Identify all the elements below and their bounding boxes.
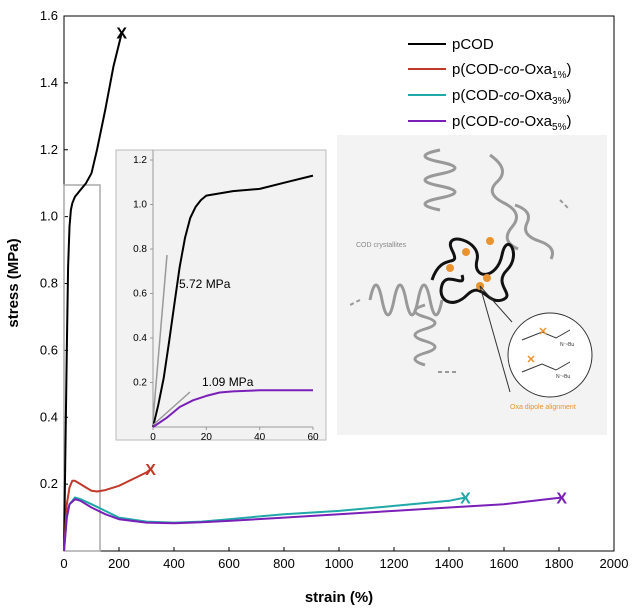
modulus-label-pcod: 5.72 MPa [179,277,231,291]
oxa-unit-dot [462,248,470,256]
crystallite-tail-left [347,299,361,307]
inset-x-tick-label: 0 [150,432,156,443]
inset-series-group [152,174,314,428]
y-tick-label: 0.6 [40,342,58,357]
x-tick-label: 0 [60,556,67,571]
y-tick-label: 1.2 [40,142,58,157]
zoom-region-box [63,184,101,552]
y-tick-label: 0.8 [40,276,58,291]
inset-chart: 0 20 40 60 0.2 0.4 0.6 0.8 1.0 1.2 5.72 MPa 1.09… [115,149,327,443]
x-tick-label: 1200 [380,556,409,571]
zoom-line-lower [479,285,511,393]
dipole-structure-upper [521,329,571,341]
x-axis-ticks: 0 200 400 600 800 1000 1200 1400 1600 1800 2000 [60,547,628,571]
legend: pCOD p(COD-co-Oxa1%) p(COD-co-Oxa3%) p(C… [408,36,571,133]
amorphous-chain [430,237,515,304]
series-line [63,32,123,552]
x-tick-label: 2000 [600,556,629,571]
legend-label-pcod: pCOD [452,36,494,53]
inset-y-tick-label: 1.0 [133,200,147,211]
inset-y-tick-label: 1.2 [133,155,147,166]
break-markers: X X X X [116,26,567,508]
crystallite-lamella-bottom [413,303,437,367]
inset-x-tick-label: 40 [254,432,266,443]
legend-label-oxa1: p(COD-co-Oxa1%) [452,61,571,81]
break-marker: X [116,26,127,43]
break-marker: X [556,491,567,508]
main-series-group [63,32,562,552]
modulus-tangent-pcod [152,254,168,421]
inset-x-tick-label: 60 [307,432,319,443]
inset-y-tick-label: 0.2 [133,378,147,389]
dipole-zoom-circle [507,312,593,398]
x-tick-label: 1400 [435,556,464,571]
crystallite-lamella-left [368,283,444,317]
series-line [63,468,152,552]
inset-series-line [152,389,313,428]
inset-y-tick-label: 0.8 [133,244,147,255]
y-axis-title: stress (MPa) [5,238,22,327]
dipole-marker-upper [539,327,547,335]
nbu-label-lower: N⁻ⁿBu [556,374,570,380]
inset-x-ticks: 0 20 40 60 [150,427,319,443]
series-line [63,496,466,552]
nbu-label-upper: N⁻ⁿBu [560,342,574,348]
crystallite-tail-right [559,199,571,211]
x-tick-label: 1800 [545,556,574,571]
y-tick-label: 0.4 [40,409,58,424]
x-tick-label: 600 [218,556,240,571]
x-tick-label: 1600 [490,556,519,571]
x-tick-label: 800 [273,556,295,571]
zoom-line-upper [479,285,513,323]
y-tick-label: 1.4 [40,75,58,90]
x-tick-label: 1000 [325,556,354,571]
inset-y-ticks: 0.2 0.4 0.6 0.8 1.0 1.2 [133,155,153,389]
x-tick-label: 400 [163,556,185,571]
inset-series-line [152,174,314,428]
oxa-unit-dot [483,274,491,282]
legend-label-oxa5: p(COD-co-Oxa5%) [452,113,571,133]
inset-y-tick-label: 0.6 [133,289,147,300]
legend-label-oxa3: p(COD-co-Oxa3%) [452,87,571,107]
break-marker: X [460,491,471,508]
series-line [63,496,562,552]
x-axis-title: strain (%) [305,589,373,606]
inset-x-tick-label: 20 [201,432,213,443]
break-marker: X [145,462,156,479]
crystallite-schematic: COD crystallites Oxa dipole alignment N⁻… [337,135,607,435]
y-tick-label: 1.0 [40,209,58,224]
x-tick-label: 200 [108,556,130,571]
inset-y-tick-label: 0.4 [133,333,147,344]
crystallite-lamella-top [423,148,457,212]
oxa-unit-dot [486,237,494,245]
crystallites-label: COD crystallites [356,242,407,249]
dipole-structure-lower [521,361,571,373]
dipole-alignment-label: Oxa dipole alignment [510,404,576,411]
crystallite-lamella-right [514,203,554,260]
dipole-marker-lower [527,355,535,363]
y-tick-label: 1.6 [40,8,58,23]
y-axis-ticks: 0.2 0.4 0.6 0.8 1.0 1.2 1.4 1.6 [40,8,68,491]
modulus-label-oxa5: 1.09 MPa [202,375,254,389]
oxa-unit-dot [446,264,454,272]
y-tick-label: 0.2 [40,476,58,491]
modulus-tangent-oxa5 [152,391,191,426]
crystallite-lamella-topright [489,153,519,251]
